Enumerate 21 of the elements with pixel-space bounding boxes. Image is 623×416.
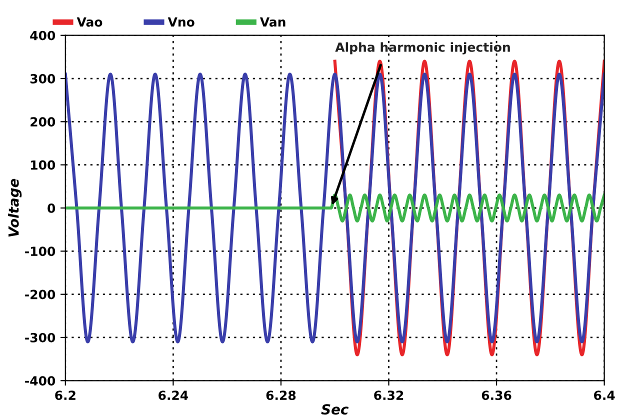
y-axis-title: Voltage (8, 178, 22, 237)
y-tick-label: -300 (25, 332, 56, 342)
y-tick-label: 100 (31, 160, 56, 170)
x-tick-label: 6.4 (594, 390, 615, 400)
y-tick-label: 0 (48, 203, 56, 213)
y-tick-label: -400 (25, 376, 56, 386)
y-tick-label: 200 (30, 117, 56, 127)
x-tick-label: 6.28 (266, 390, 296, 400)
y-tick-label: -100 (25, 246, 56, 256)
x-tick-label: 6.24 (158, 390, 188, 400)
legend-label: Van (260, 17, 286, 27)
x-tick-label: 6.2 (55, 390, 76, 400)
y-tick-label: 400 (30, 30, 56, 40)
y-tick-label: 300 (30, 74, 56, 84)
legend-label: Vao (76, 17, 102, 27)
annotation: Alpha harmonic injection (335, 42, 510, 54)
x-axis-title: Sec (321, 404, 349, 415)
y-tick-label: -200 (25, 290, 56, 300)
legend-label: Vno (168, 17, 194, 27)
x-tick-label: 6.36 (482, 390, 512, 400)
x-tick-label: 6.32 (374, 390, 404, 400)
